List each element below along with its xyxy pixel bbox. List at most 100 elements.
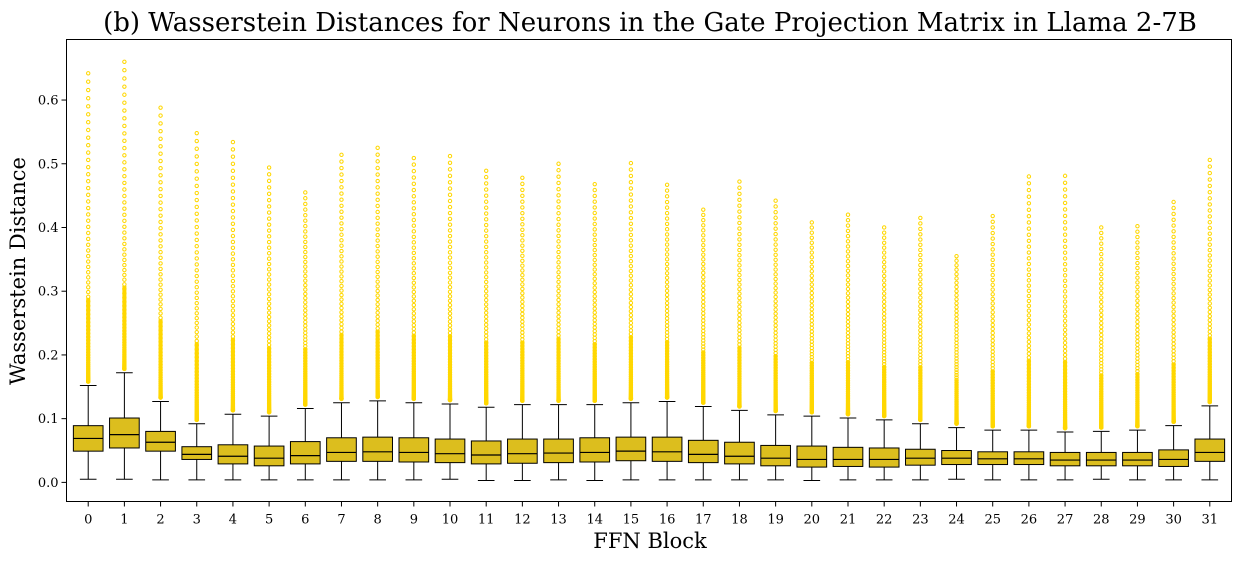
outlier-point bbox=[954, 367, 959, 373]
outlier-point bbox=[520, 282, 525, 287]
outlier-point bbox=[375, 178, 380, 184]
outlier-point bbox=[592, 247, 597, 253]
outlier-point bbox=[990, 241, 995, 247]
outlier-point bbox=[773, 285, 778, 291]
outlier-point bbox=[520, 210, 525, 216]
outlier-point bbox=[194, 176, 199, 181]
outlier-point bbox=[303, 244, 308, 250]
outlier-point bbox=[845, 307, 851, 313]
iqr-box bbox=[507, 438, 538, 464]
outlier-point bbox=[303, 316, 308, 321]
outlier-point bbox=[520, 273, 525, 278]
iqr-box bbox=[1158, 449, 1189, 467]
outlier-point bbox=[701, 266, 706, 271]
outlier-point bbox=[1171, 348, 1176, 354]
outlier-point bbox=[303, 264, 308, 269]
outlier-point bbox=[845, 286, 851, 292]
box-10 bbox=[434, 153, 466, 480]
outlier-point bbox=[230, 303, 236, 309]
box-22 bbox=[868, 225, 900, 481]
outlier-point bbox=[447, 210, 453, 216]
outlier-point bbox=[1207, 196, 1212, 201]
outlier-point bbox=[556, 222, 561, 227]
outlier-point bbox=[447, 280, 453, 285]
outlier-point bbox=[122, 218, 127, 224]
outlier-point bbox=[339, 243, 344, 248]
outlier-point bbox=[520, 295, 525, 300]
outlier-point bbox=[230, 182, 236, 187]
outlier-point bbox=[881, 303, 887, 309]
iqr-box bbox=[1085, 451, 1117, 467]
outlier-point bbox=[411, 240, 417, 245]
outlier-point bbox=[954, 375, 959, 380]
outlier-point bbox=[1207, 325, 1212, 331]
outlier-point bbox=[1171, 223, 1176, 228]
outlier-point bbox=[1062, 200, 1068, 206]
outlier-point bbox=[773, 326, 778, 332]
outlier-point bbox=[737, 331, 742, 337]
box-6 bbox=[289, 190, 321, 481]
outlier-point bbox=[266, 191, 272, 197]
outlier-point bbox=[556, 244, 561, 249]
outlier-point bbox=[483, 302, 489, 307]
outlier-point bbox=[1026, 326, 1032, 332]
outlier-point bbox=[556, 297, 561, 303]
iqr-box bbox=[145, 430, 176, 452]
outlier-point bbox=[483, 326, 489, 331]
outlier-point bbox=[737, 197, 742, 203]
outlier-point bbox=[737, 203, 742, 208]
outlier-point bbox=[230, 294, 236, 299]
outlier-point bbox=[881, 225, 887, 230]
outlier-point bbox=[1026, 278, 1032, 283]
outlier-point bbox=[411, 289, 417, 295]
outlier-point bbox=[664, 316, 670, 321]
outlier-point bbox=[339, 209, 344, 214]
outlier-point bbox=[990, 301, 995, 306]
outlier-point bbox=[628, 304, 634, 310]
x-tick-label: 24 bbox=[948, 513, 965, 528]
outlier-point bbox=[230, 334, 236, 339]
outlier-point bbox=[86, 294, 91, 299]
outlier-point bbox=[592, 210, 597, 216]
outlier-point bbox=[556, 199, 561, 204]
outlier-point bbox=[303, 304, 308, 309]
outlier-point bbox=[954, 312, 959, 318]
outlier-point bbox=[881, 250, 887, 255]
outlier-point bbox=[1171, 337, 1176, 343]
outlier-point bbox=[628, 186, 634, 191]
outlier-point bbox=[1099, 308, 1104, 313]
outlier-point bbox=[1207, 313, 1212, 319]
outlier-point bbox=[1171, 199, 1176, 205]
outlier-point bbox=[411, 217, 417, 223]
outlier-point bbox=[194, 334, 199, 339]
outlier-point bbox=[1062, 250, 1068, 255]
outlier-point bbox=[447, 327, 453, 332]
outlier-point bbox=[520, 307, 525, 313]
iqr-box bbox=[651, 436, 683, 462]
outlier-point bbox=[375, 152, 380, 157]
outlier-point bbox=[1207, 258, 1212, 263]
outlier-point bbox=[339, 269, 344, 274]
outlier-point bbox=[86, 205, 91, 211]
outlier-point bbox=[881, 255, 887, 260]
outlier-point bbox=[592, 272, 597, 277]
outlier-point bbox=[303, 291, 308, 297]
outlier-point bbox=[773, 209, 778, 215]
outlier-point bbox=[483, 260, 489, 265]
outlier-point bbox=[1171, 229, 1176, 234]
box-4 bbox=[217, 139, 249, 481]
outlier-point bbox=[628, 210, 634, 215]
outlier-point bbox=[266, 287, 272, 292]
outlier-point bbox=[86, 218, 91, 223]
outlier-point bbox=[773, 330, 778, 335]
outlier-point bbox=[628, 273, 634, 279]
outlier-point bbox=[1062, 213, 1068, 219]
outlier-point bbox=[230, 278, 236, 284]
outlier-point bbox=[122, 180, 127, 186]
box-20 bbox=[796, 220, 828, 481]
outlier-point bbox=[194, 329, 199, 335]
chart-title: (b) Wasserstein Distances for Neurons in… bbox=[103, 8, 1197, 38]
outlier-point bbox=[411, 223, 417, 228]
outlier-point bbox=[447, 285, 453, 290]
outlier-point bbox=[1062, 352, 1068, 358]
